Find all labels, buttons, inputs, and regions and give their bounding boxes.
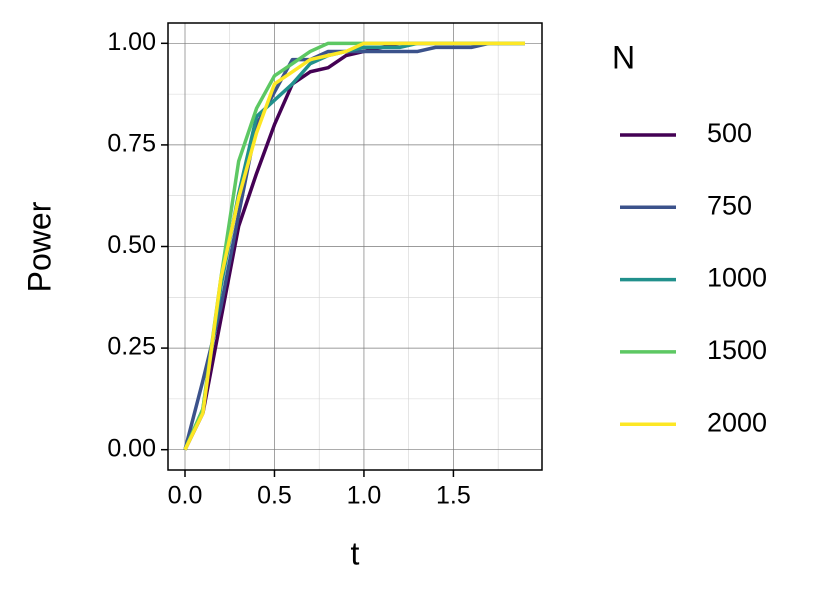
x-tick-label: 0.5 xyxy=(257,482,292,510)
legend-title: N xyxy=(612,39,635,75)
plot-border xyxy=(167,22,543,471)
legend-label: 500 xyxy=(707,118,752,148)
data-line xyxy=(183,41,525,451)
x-tick-label: 1.0 xyxy=(347,482,382,510)
y-tick-label: 0.25 xyxy=(107,333,156,361)
data-line xyxy=(183,41,525,451)
legend-label: 1500 xyxy=(707,335,767,365)
x-axis-title: t xyxy=(351,535,360,571)
x-tick-label: 0.0 xyxy=(168,482,203,510)
y-tick-label: 0.00 xyxy=(107,434,156,462)
y-tick-label: 1.00 xyxy=(107,28,156,56)
y-tick-label: 0.50 xyxy=(107,231,156,259)
legend-label: 750 xyxy=(707,190,752,220)
y-axis-title: Power xyxy=(21,201,57,292)
x-tick-label: 1.5 xyxy=(436,482,471,510)
y-tick-label: 0.75 xyxy=(107,130,156,158)
legend-label: 2000 xyxy=(707,407,767,437)
legend-label: 1000 xyxy=(707,263,767,293)
